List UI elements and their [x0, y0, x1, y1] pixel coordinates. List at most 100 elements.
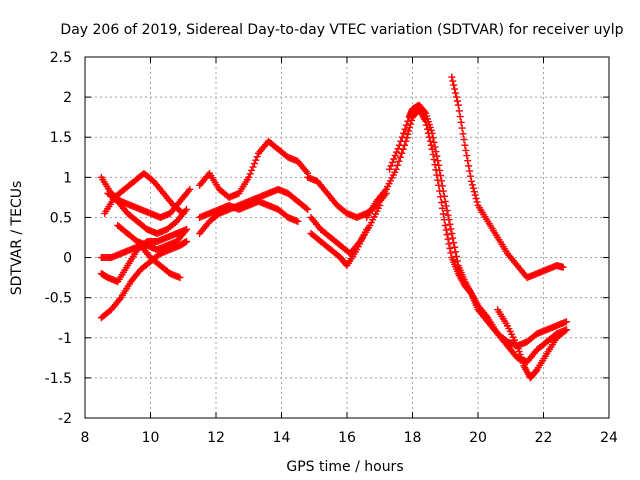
data-point — [421, 108, 429, 116]
data-point — [439, 210, 447, 218]
grid — [85, 57, 609, 418]
data-point — [437, 172, 445, 180]
data-point — [304, 205, 312, 213]
data-point — [443, 207, 451, 215]
data-point — [401, 125, 409, 133]
data-point — [183, 225, 191, 233]
data-point — [441, 197, 449, 205]
data-point — [455, 107, 463, 115]
data-point — [445, 216, 453, 224]
x-tick-label: 20 — [469, 430, 487, 446]
y-tick-label: -0.5 — [45, 291, 72, 307]
y-tick-label: 1 — [63, 170, 72, 186]
data-point — [394, 161, 402, 169]
data-point — [250, 160, 258, 168]
y-tick-label: 0 — [63, 251, 72, 267]
data-point — [452, 93, 460, 101]
series-track-16 — [448, 73, 567, 282]
data-point — [448, 73, 456, 81]
data-point — [462, 146, 470, 154]
data-point — [438, 199, 446, 207]
data-point — [460, 136, 468, 144]
data-point — [186, 185, 194, 193]
data-point — [447, 249, 455, 257]
data-point — [404, 130, 412, 138]
data-point — [442, 202, 450, 210]
series-track-2 — [97, 225, 191, 286]
data-point — [430, 138, 438, 146]
data-point — [395, 157, 403, 165]
data-point — [452, 248, 460, 256]
data-point — [468, 181, 476, 189]
data-point — [452, 89, 460, 97]
chart-title: Day 206 of 2019, Sidereal Day-to-day VTE… — [60, 22, 623, 38]
y-axis-label: SDTVAR / TECUs — [9, 181, 25, 296]
data-point — [471, 191, 479, 199]
data-point — [453, 257, 461, 265]
data-point — [464, 157, 472, 165]
y-tick-label: -1 — [58, 331, 72, 347]
data-point — [442, 226, 450, 234]
data-point — [443, 231, 451, 239]
data-point — [441, 221, 449, 229]
data-point — [444, 235, 452, 243]
series-track-15 — [386, 101, 570, 350]
data-point — [456, 113, 464, 121]
data-point — [457, 118, 465, 126]
data-point — [432, 148, 440, 156]
y-tick-label: -1.5 — [45, 371, 72, 387]
data-point — [404, 117, 412, 125]
data-point — [176, 274, 184, 282]
data-point — [562, 318, 570, 326]
data-point — [446, 244, 454, 252]
data-point — [249, 163, 257, 171]
data-point — [396, 153, 404, 161]
data-point — [429, 134, 437, 142]
data-point — [183, 238, 191, 246]
series-track-3 — [97, 242, 184, 282]
series-track-17 — [494, 306, 570, 382]
data-point — [248, 166, 256, 174]
data-point — [469, 184, 477, 192]
data-point — [467, 172, 475, 180]
series-track-6 — [104, 189, 191, 237]
data-point — [376, 201, 384, 209]
data-point — [444, 211, 452, 219]
data-point — [445, 240, 453, 248]
x-tick-label: 14 — [273, 430, 291, 446]
tick-labels: 8 10 12 14 16 18 20 22 24 -2 -1.5 -1 -0.5 0 0.5 1 1.5 2 2.… — [45, 50, 618, 446]
plot-frame — [84, 56, 610, 419]
data-point — [561, 327, 569, 335]
data-point — [465, 162, 473, 170]
data-point — [253, 153, 261, 161]
data-point — [405, 127, 413, 135]
data-point — [398, 133, 406, 141]
x-tick-label: 24 — [600, 430, 618, 446]
x-tick-label: 10 — [142, 430, 160, 446]
x-axis-label: GPS time / hours — [286, 459, 403, 475]
data-point — [392, 165, 400, 173]
data-point — [363, 225, 371, 233]
data-point — [439, 187, 447, 195]
data-point — [183, 205, 191, 213]
data-point — [395, 141, 403, 149]
series-track-10 — [196, 197, 302, 225]
data-point — [438, 204, 446, 212]
y-tick-label: 2.5 — [50, 50, 72, 66]
y-tick-label: -2 — [58, 411, 72, 427]
data-point — [302, 204, 310, 212]
data-point — [388, 158, 396, 166]
series-track-13 — [307, 225, 371, 270]
x-tick-label: 18 — [404, 430, 422, 446]
data-point — [450, 81, 458, 89]
data-point — [448, 229, 456, 237]
series-track-4 — [97, 173, 194, 221]
data-point — [461, 141, 469, 149]
data-point — [453, 97, 461, 105]
data-point — [394, 145, 402, 153]
data-point — [252, 156, 260, 164]
data-point — [473, 198, 481, 206]
data-point — [451, 243, 459, 251]
y-tick-label: 0.5 — [50, 210, 72, 226]
